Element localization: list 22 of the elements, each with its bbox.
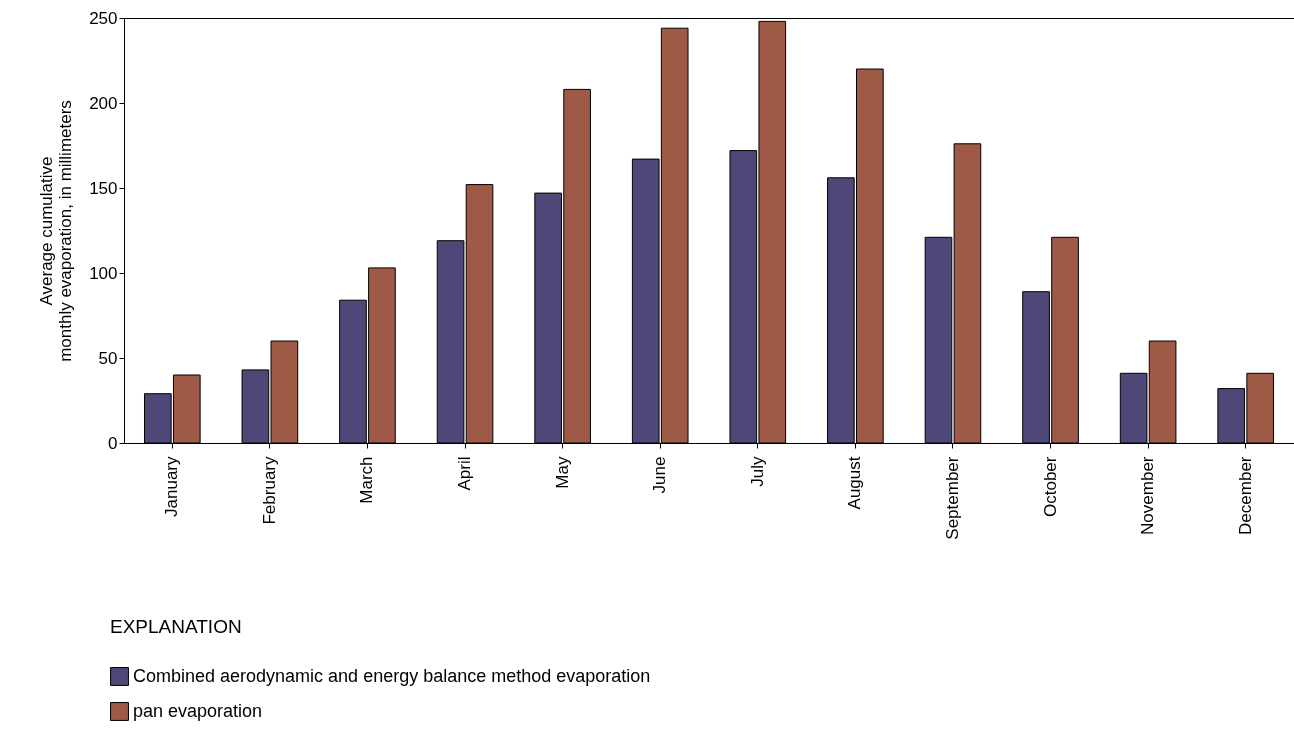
x-tick-label: September — [942, 456, 962, 540]
x-tick-label: August — [845, 456, 865, 510]
x-tick-label: May — [552, 456, 572, 489]
legend-title: EXPLANATION — [110, 616, 242, 637]
y-tick-label: 0 — [108, 433, 118, 453]
x-tick-label: December — [1235, 456, 1255, 535]
x-tick-label: February — [259, 456, 279, 525]
legend-label: Combined aerodynamic and energy balance method evaporation — [133, 665, 651, 686]
x-tick-label: January — [162, 456, 182, 517]
y-tick-label: 50 — [98, 348, 118, 368]
y-tick-label: 200 — [89, 93, 118, 113]
x-tick-label: April — [455, 456, 475, 491]
x-tick-label: October — [1040, 456, 1060, 517]
y-axis-title: Average cumulative monthly evaporation, in millimeters — [37, 100, 76, 362]
y-tick-label: 250 — [89, 8, 118, 28]
x-tick-label: March — [357, 456, 377, 504]
x-tick-label: July — [747, 456, 767, 487]
y-tick-label: 150 — [89, 178, 118, 198]
legend-label: pan evaporation — [133, 700, 263, 721]
y-tick-label: 100 — [89, 263, 118, 283]
x-tick-label: November — [1138, 456, 1158, 535]
x-tick-label: June — [650, 456, 670, 494]
